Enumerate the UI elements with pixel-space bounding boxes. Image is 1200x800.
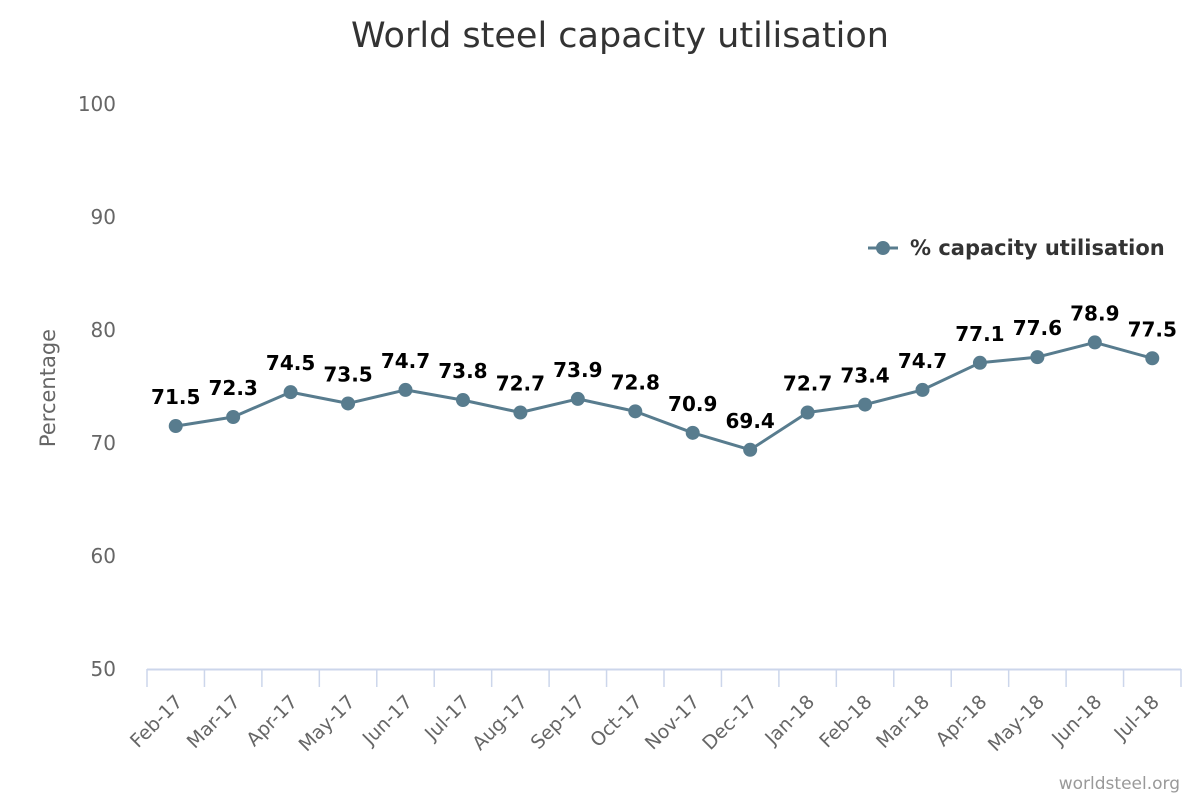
y-tick-label: 50 [91,657,116,681]
x-tick-label: Apr-17 [242,691,302,751]
x-tick-label: Mar-18 [872,691,934,753]
y-axis-label: Percentage [36,329,60,447]
data-label: 78.9 [1070,301,1119,325]
data-point [168,419,183,434]
x-tick-label: May-17 [295,691,360,756]
data-label: 70.9 [668,392,717,416]
series-line [175,340,1153,452]
y-tick-label: 70 [91,431,116,455]
legend-label: % capacity utilisation [910,236,1165,260]
data-point [283,385,298,400]
data-point [628,404,643,419]
x-tick-label: Jun-17 [358,691,417,750]
data-point [455,393,470,408]
legend[interactable]: % capacity utilisation [868,236,1165,260]
y-tick-label: 90 [91,205,116,229]
data-point [743,442,758,457]
data-point [513,405,528,420]
data-label: 73.8 [438,359,487,383]
x-tick-label: Sep-17 [527,691,590,754]
x-tick-label: Oct-17 [586,691,647,752]
data-point [685,425,700,440]
data-point [858,397,873,412]
data-point [226,410,241,425]
data-label: 72.8 [611,370,660,394]
data-label: 72.7 [496,371,545,395]
data-label: 77.1 [955,322,1004,346]
data-label: 69.4 [725,409,774,433]
data-label: 72.3 [208,376,257,400]
credit-text[interactable]: worldsteel.org [1059,774,1180,794]
data-point [341,396,356,411]
x-tick-label: Jul-17 [420,691,474,745]
x-tick-label: Mar-17 [183,691,245,753]
x-tick-label: Dec-17 [698,691,762,755]
y-tick-label: 80 [91,318,116,342]
x-tick-label: Jul-18 [1109,691,1163,745]
y-axis: 50 60 70 80 90 100 [78,92,116,681]
data-label: 73.5 [323,362,372,386]
x-tick-label: May-18 [984,691,1049,756]
data-label: 72.7 [783,371,832,395]
series-layer: 71.5 72.3 74.5 73.5 74.7 73.8 72.7 73.9 72.8 70.9… [151,301,1177,457]
chart-title: World steel capacity utilisation [351,16,889,56]
y-tick-label: 100 [78,92,116,116]
y-tick-label: 60 [91,544,116,568]
legend-marker [876,241,890,255]
data-label: 74.5 [266,351,315,375]
data-point [972,355,987,370]
data-point [570,391,585,406]
data-label: 74.7 [381,349,430,373]
x-tick-label: Nov-17 [641,691,704,754]
x-tick-label: Jan-18 [760,691,819,750]
data-point [1145,351,1160,366]
data-label: 71.5 [151,385,200,409]
data-label: 74.7 [898,349,947,373]
data-point [915,382,930,397]
data-label: 73.9 [553,358,602,382]
data-label: 77.6 [1013,316,1062,340]
data-point [800,405,815,420]
data-point [1087,335,1102,350]
x-tick-label: Apr-18 [932,691,992,751]
x-tick-label: Feb-17 [126,691,187,752]
x-tick-label: Aug-17 [468,691,532,755]
data-point [398,382,413,397]
data-point [1030,350,1045,365]
x-tick-label: Feb-18 [815,691,876,752]
data-label: 73.4 [840,364,889,388]
x-tick-label: Jun-18 [1047,691,1106,750]
data-label: 77.5 [1128,317,1177,341]
